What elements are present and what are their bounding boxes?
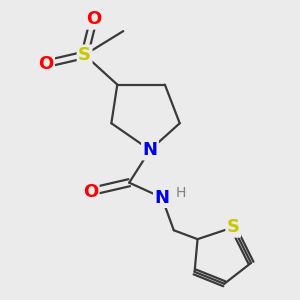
Text: N: N bbox=[142, 141, 158, 159]
Text: S: S bbox=[227, 218, 240, 236]
Text: O: O bbox=[86, 10, 101, 28]
Text: H: H bbox=[176, 186, 186, 200]
Text: N: N bbox=[154, 189, 169, 207]
Text: S: S bbox=[78, 46, 91, 64]
Text: O: O bbox=[83, 183, 98, 201]
Text: O: O bbox=[38, 55, 54, 73]
